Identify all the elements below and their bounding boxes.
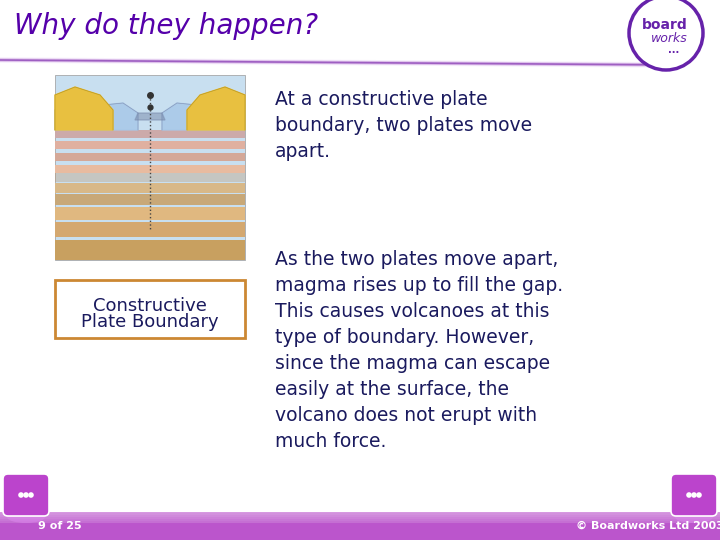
Circle shape (18, 492, 24, 498)
FancyBboxPatch shape (3, 474, 49, 516)
Text: board: board (642, 18, 688, 32)
Text: As the two plates move apart,: As the two plates move apart, (275, 250, 559, 269)
Bar (55, 173, 245, 182)
Text: works: works (651, 32, 688, 45)
Bar (55, 207, 245, 220)
Text: volcano does not erupt with: volcano does not erupt with (275, 406, 537, 425)
Text: boundary, two plates move: boundary, two plates move (275, 116, 532, 135)
Text: © Boardworks Ltd 2003: © Boardworks Ltd 2003 (576, 521, 720, 531)
Bar (0, 512, 720, 540)
Text: since the magma can escape: since the magma can escape (275, 354, 550, 373)
Bar (55, 165, 245, 173)
Circle shape (23, 492, 29, 498)
Bar (55, 75, 245, 260)
Text: 9 of 25: 9 of 25 (38, 521, 82, 531)
Text: This causes volcanoes at this: This causes volcanoes at this (275, 302, 549, 321)
Circle shape (686, 492, 692, 498)
FancyBboxPatch shape (671, 474, 717, 516)
Bar (55, 280, 245, 338)
Bar (55, 222, 245, 237)
Bar (55, 240, 245, 260)
Text: Why do they happen?: Why do they happen? (14, 12, 318, 40)
Polygon shape (135, 113, 165, 120)
Text: Plate Boundary: Plate Boundary (81, 313, 219, 331)
Bar (55, 130, 245, 138)
Text: apart.: apart. (275, 142, 331, 161)
Polygon shape (55, 87, 113, 130)
Bar (55, 194, 245, 205)
Bar (55, 240, 245, 260)
Text: At a constructive plate: At a constructive plate (275, 90, 487, 109)
Polygon shape (55, 103, 138, 130)
Bar (55, 183, 245, 193)
Text: much force.: much force. (275, 432, 387, 451)
Bar (55, 141, 245, 149)
Text: Constructive: Constructive (93, 297, 207, 315)
Circle shape (696, 492, 702, 498)
Text: type of boundary. However,: type of boundary. However, (275, 328, 534, 347)
Text: magma rises up to fill the gap.: magma rises up to fill the gap. (275, 276, 563, 295)
Circle shape (629, 0, 703, 70)
Polygon shape (187, 87, 245, 130)
Text: ...: ... (668, 45, 680, 55)
Circle shape (691, 492, 697, 498)
Ellipse shape (7, 511, 45, 523)
Bar (55, 153, 245, 161)
Ellipse shape (675, 511, 713, 523)
Text: easily at the surface, the: easily at the surface, the (275, 380, 509, 399)
Polygon shape (162, 103, 245, 130)
Circle shape (28, 492, 34, 498)
